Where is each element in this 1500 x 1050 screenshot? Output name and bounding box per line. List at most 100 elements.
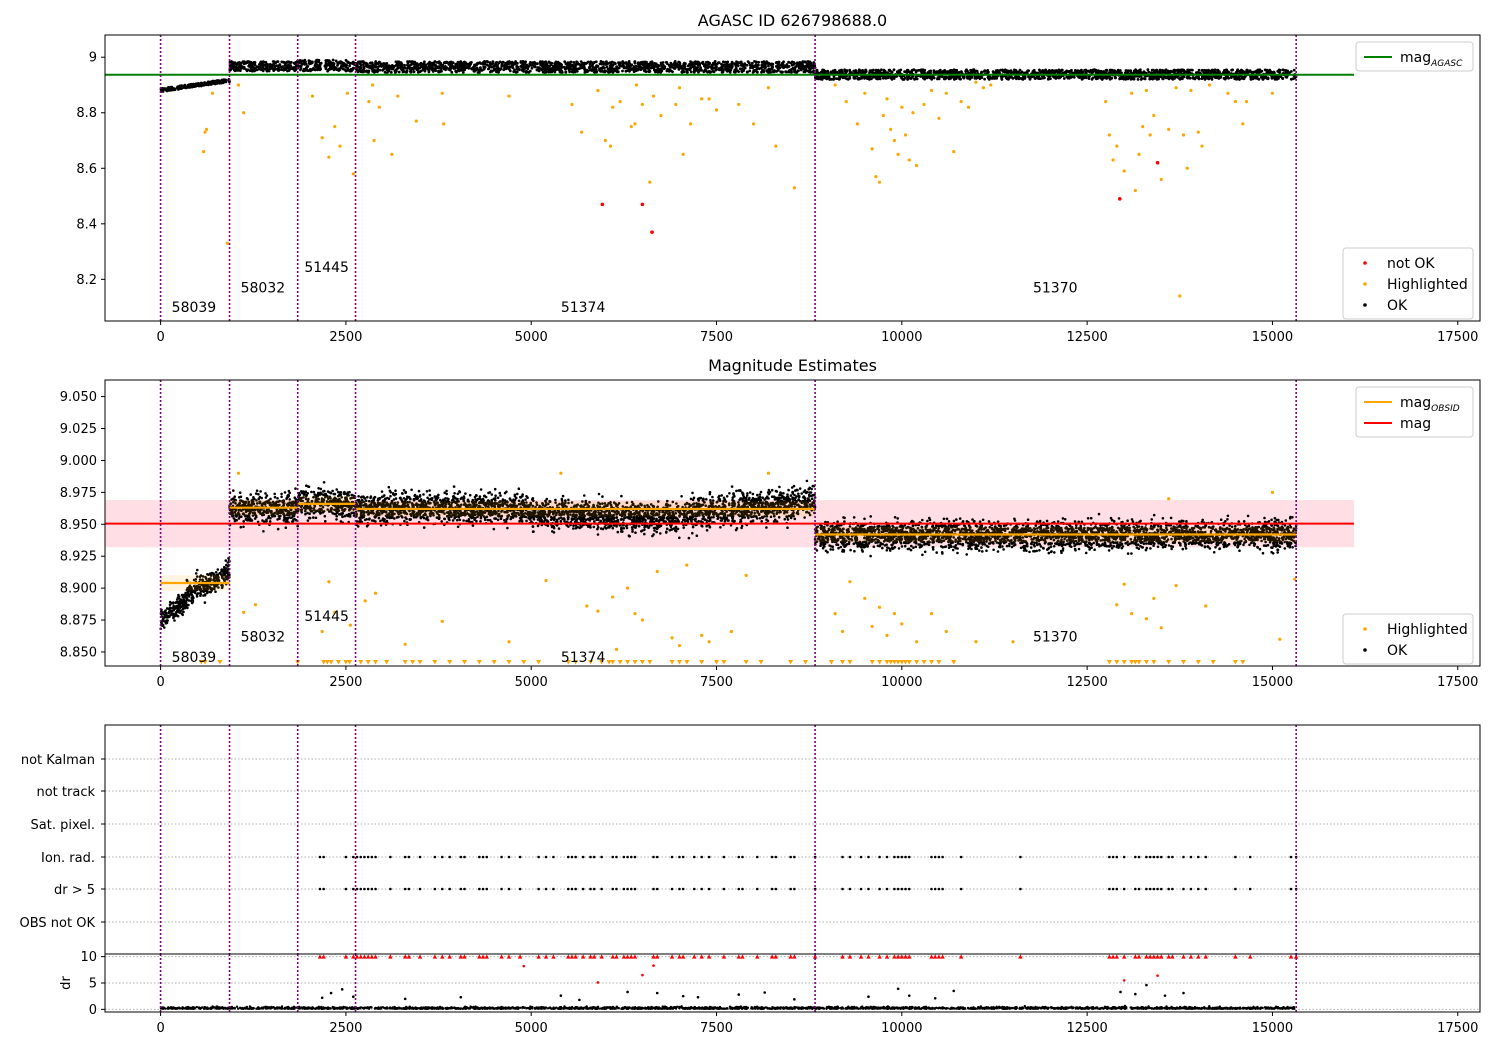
ok-point [740, 69, 744, 73]
ok-point [411, 60, 414, 64]
ok-point [294, 487, 297, 490]
ok-point [972, 68, 976, 72]
ok-point [728, 63, 732, 67]
ok-point [1078, 69, 1082, 73]
ok-point [1000, 78, 1004, 81]
legend-dot-swatch [1363, 261, 1367, 265]
ok-point [501, 60, 505, 64]
ok-point [748, 63, 752, 67]
ok-point [880, 68, 883, 72]
ok-point [1062, 77, 1066, 80]
ok-point [740, 62, 744, 65]
ok-point [803, 60, 807, 64]
highlighted-point [885, 97, 889, 101]
ok-point [817, 77, 820, 81]
highlighted-point [320, 136, 324, 140]
ok-point [235, 515, 238, 518]
ok-point [580, 66, 584, 70]
ok-point [1194, 71, 1198, 75]
ok-point [1188, 71, 1192, 75]
ok-point [249, 66, 253, 70]
ok-point [1288, 71, 1291, 75]
ok-point [491, 60, 495, 63]
ok-point [1105, 68, 1109, 72]
ok-point [689, 70, 693, 74]
ok-point [647, 66, 651, 69]
ok-point [743, 62, 747, 66]
ok-point [218, 81, 222, 85]
ok-point [1016, 70, 1019, 74]
ok-point [176, 600, 180, 604]
ok-point [610, 70, 614, 73]
ok-point [399, 61, 402, 65]
ok-point [710, 63, 714, 67]
highlighted-point [603, 138, 607, 143]
ok-point [332, 65, 336, 68]
ok-point [177, 593, 180, 597]
ok-point [1230, 68, 1233, 72]
ok-point [192, 596, 195, 600]
ok-point [475, 66, 479, 70]
ok-point [892, 68, 896, 72]
ok-point [760, 60, 764, 64]
ok-point [191, 590, 194, 594]
ok-point [860, 76, 864, 80]
ok-point [178, 84, 182, 88]
ok-point [713, 63, 717, 66]
ok-point [633, 60, 637, 63]
ok-point [496, 63, 499, 67]
ok-point [301, 69, 305, 73]
highlighted-point [881, 113, 885, 118]
highlighted-point [1244, 100, 1249, 104]
ok-point [231, 61, 235, 64]
ok-point [776, 61, 779, 65]
ok-point [186, 84, 190, 87]
ok-point [927, 75, 931, 79]
highlighted-point [414, 119, 418, 123]
ok-point [412, 70, 416, 74]
ok-point [619, 61, 622, 65]
ok-point [1192, 76, 1196, 80]
ok-point [319, 61, 323, 65]
ok-point [176, 614, 180, 618]
ok-point [573, 68, 577, 72]
highlighted-point [903, 133, 908, 137]
ok-point [422, 67, 426, 71]
ok-point [314, 61, 318, 64]
ok-point [190, 85, 194, 89]
ok-point [249, 493, 252, 496]
ok-point [238, 62, 241, 66]
ok-point [625, 69, 629, 72]
ok-point [1055, 69, 1058, 73]
ok-point [916, 69, 920, 72]
ok-point [184, 85, 187, 89]
ok-point [285, 497, 288, 501]
ok-point [951, 75, 955, 79]
highlighted-point [855, 122, 859, 126]
ok-point [878, 76, 882, 80]
ok-point [339, 60, 343, 63]
ok-point [175, 604, 179, 608]
ok-point [282, 61, 286, 64]
ok-point [795, 64, 798, 68]
ok-point [875, 77, 879, 81]
ok-point [268, 520, 272, 523]
ok-point [1181, 77, 1184, 81]
ok-point [661, 66, 664, 70]
highlighted-point [580, 130, 584, 134]
ok-point [1090, 77, 1094, 81]
ok-point [324, 59, 328, 62]
ok-point [559, 69, 563, 72]
ok-point [962, 76, 966, 80]
highlighted-point [608, 144, 613, 148]
ok-point [800, 61, 804, 64]
highlighted-point [937, 116, 941, 120]
not-ok-point [600, 202, 605, 207]
highlighted-point [570, 102, 574, 107]
ok-point [757, 63, 760, 67]
not-ok-point [1117, 197, 1122, 201]
highlighted-point [210, 91, 215, 95]
ok-point [242, 525, 245, 529]
ok-point [999, 68, 1002, 72]
